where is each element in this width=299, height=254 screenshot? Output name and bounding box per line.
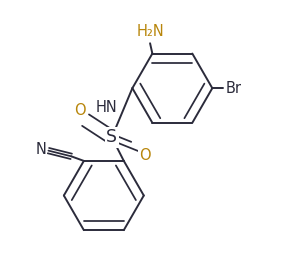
Text: N: N: [35, 142, 46, 157]
Text: H₂N: H₂N: [136, 24, 164, 39]
Text: O: O: [74, 103, 86, 118]
Text: O: O: [139, 148, 151, 163]
Text: S: S: [106, 128, 117, 146]
Text: Br: Br: [226, 81, 242, 96]
Text: HN: HN: [96, 100, 118, 115]
